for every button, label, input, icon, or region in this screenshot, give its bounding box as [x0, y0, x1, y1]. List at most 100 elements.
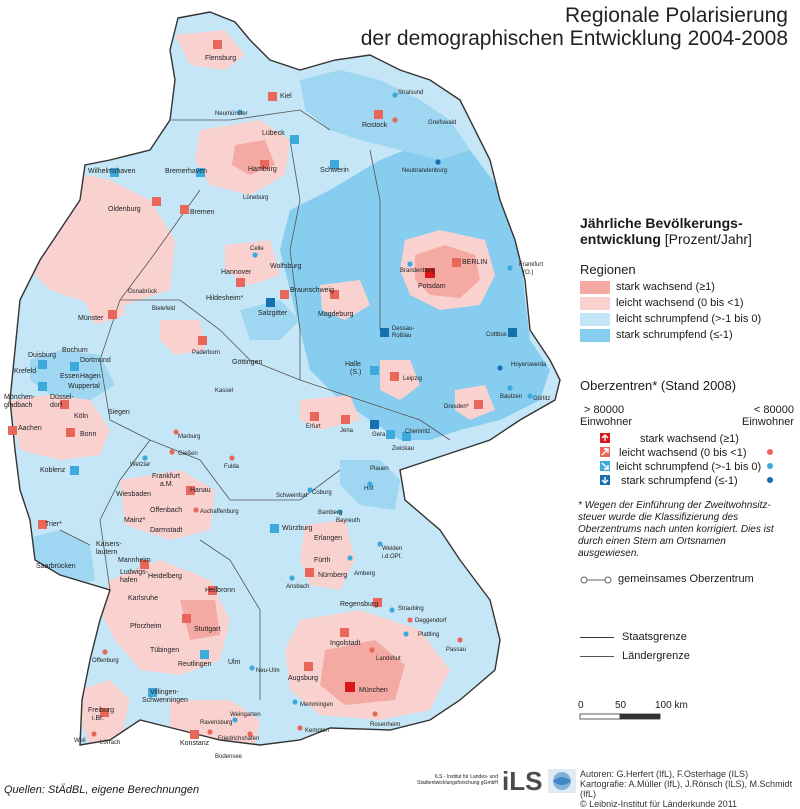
svg-text:Lörrach: Lörrach	[100, 740, 120, 746]
svg-text:Wiesbaden: Wiesbaden	[116, 491, 151, 498]
svg-text:Aachen: Aachen	[18, 425, 42, 432]
svg-text:Göttingen: Göttingen	[232, 359, 262, 366]
svg-text:Gera: Gera	[372, 432, 386, 438]
germany-map: Flensburg Kiel Neumünster Lübeck Rostock…	[4, 11, 561, 760]
svg-text:Weiden: Weiden	[382, 546, 402, 552]
svg-text:Coburg: Coburg	[312, 490, 332, 496]
legend-heading: Jährliche Bevölkerungs- entwicklung [Pro…	[580, 215, 752, 247]
land-border-swatch	[580, 655, 614, 657]
swatch	[580, 297, 610, 310]
regions-title: Regionen	[580, 262, 636, 277]
shared-center-icon	[580, 576, 612, 584]
svg-text:Lüneburg: Lüneburg	[243, 195, 268, 201]
svg-text:Potsdam: Potsdam	[418, 283, 446, 290]
svg-text:Amberg: Amberg	[354, 571, 375, 577]
svg-text:BERLIN: BERLIN	[462, 259, 487, 266]
svg-text:Stralsund: Stralsund	[398, 90, 423, 96]
svg-text:Jena: Jena	[340, 428, 354, 434]
region-leicht-wachsend-hannover	[225, 240, 280, 285]
svg-text:Krefeld: Krefeld	[14, 368, 36, 375]
svg-text:Hof: Hof	[364, 486, 374, 492]
legend-land-border: Ländergrenze	[580, 650, 690, 662]
swatch	[580, 281, 610, 294]
svg-text:Aschaffenburg: Aschaffenburg	[200, 509, 239, 515]
svg-text:Dortmund: Dortmund	[80, 357, 111, 364]
region-leicht-wachsend-paderborn	[160, 320, 205, 355]
svg-text:Wilhelmshaven: Wilhelmshaven	[88, 168, 136, 175]
center-row-leicht-wachsend: leicht wachsend (0 bis <1)	[619, 447, 747, 459]
region-stark-wachsend-muenchen	[320, 640, 405, 705]
svg-text:Bautzen: Bautzen	[500, 394, 522, 400]
svg-text:Friedrichshafen: Friedrichshafen	[218, 736, 259, 742]
svg-text:Trier*: Trier*	[45, 521, 62, 528]
svg-text:Bochum: Bochum	[62, 347, 88, 354]
svg-text:Celle: Celle	[250, 246, 264, 252]
svg-text:Stuttgart: Stuttgart	[194, 626, 221, 633]
svg-text:Rostock: Rostock	[362, 122, 388, 129]
col-large-header: > 80000 Einwohner	[580, 404, 632, 428]
svg-text:Ludwigs-: Ludwigs-	[120, 569, 149, 576]
sources: Quellen: StÄdBL, eigene Berechnungen	[4, 784, 200, 796]
svg-text:Schwenningen: Schwenningen	[142, 697, 188, 704]
svg-text:Siegen: Siegen	[108, 409, 130, 416]
map-title: Regionale Polarisierung der demographisc…	[361, 4, 788, 50]
svg-text:Rosenheim: Rosenheim	[370, 722, 400, 728]
svg-text:Greifswald: Greifswald	[428, 120, 456, 126]
city-symbols	[8, 40, 533, 739]
credits: Autoren: G.Herfert (IfL), F.Osterhage (I…	[580, 769, 793, 809]
svg-text:Brandenburg: Brandenburg	[400, 268, 435, 274]
svg-text:Hamburg: Hamburg	[248, 166, 277, 173]
svg-text:Frankfurt: Frankfurt	[519, 262, 543, 268]
svg-text:Deggendorf: Deggendorf	[415, 618, 447, 624]
svg-text:Landshut: Landshut	[376, 656, 401, 662]
centers-title: Oberzentren* (Stand 2008)	[580, 378, 737, 393]
col-small-header: < 80000 Einwohner	[742, 404, 794, 428]
svg-text:Frankfurt: Frankfurt	[152, 473, 180, 480]
scale-bar	[579, 713, 661, 720]
swatch	[580, 313, 610, 326]
svg-text:hafen: hafen	[120, 577, 138, 584]
svg-text:Magdeburg: Magdeburg	[318, 311, 354, 318]
svg-text:Schwerin: Schwerin	[320, 167, 349, 174]
svg-text:Lübeck: Lübeck	[262, 130, 285, 137]
svg-text:Erfurt: Erfurt	[306, 424, 321, 430]
svg-text:Hagen: Hagen	[80, 373, 101, 380]
region-leicht-wachsend-bw	[100, 560, 230, 675]
region-stark-schrumpfend-ruhr	[30, 350, 115, 400]
svg-text:Passau: Passau	[446, 647, 466, 653]
svg-text:Bayreuth: Bayreuth	[336, 518, 360, 524]
svg-text:Bamberg: Bamberg	[318, 510, 342, 516]
land-borders	[59, 109, 451, 700]
svg-text:Wolfsburg: Wolfsburg	[270, 263, 301, 270]
svg-text:Mainz*: Mainz*	[124, 517, 146, 524]
svg-text:Erlangen: Erlangen	[314, 535, 342, 542]
svg-text:Kiel: Kiel	[280, 93, 292, 100]
svg-text:Plauen: Plauen	[370, 466, 389, 472]
svg-text:Münster: Münster	[78, 315, 104, 322]
svg-text:Kempten: Kempten	[305, 728, 329, 734]
region-stark-wachsend-stuttgart	[180, 600, 220, 640]
svg-text:Plattling: Plattling	[418, 632, 439, 638]
svg-text:Augsburg: Augsburg	[288, 675, 318, 682]
dot-stark-schrumpfend-icon	[767, 477, 773, 483]
svg-text:Görlitz: Görlitz	[533, 396, 550, 402]
svg-text:Hanau: Hanau	[190, 487, 211, 494]
city-labels: Flensburg Kiel Neumünster Lübeck Rostock…	[4, 55, 550, 760]
footnote: * Wegen der Einführung der Zweitwohnsitz…	[578, 500, 774, 559]
region-leicht-wachsend-leipzig	[380, 360, 420, 400]
svg-text:dorf: dorf	[50, 402, 62, 409]
ifl-logo-icon	[548, 769, 576, 793]
svg-text:Weil: Weil	[74, 738, 86, 744]
svg-text:Marburg: Marburg	[178, 434, 200, 440]
svg-text:Fürth: Fürth	[314, 557, 330, 564]
svg-text:Hannover: Hannover	[221, 269, 252, 276]
svg-text:Koblenz: Koblenz	[40, 467, 66, 474]
shared-center-label: gemeinsames Oberzentrum	[618, 573, 754, 585]
svg-text:Osnabrück: Osnabrück	[128, 289, 158, 295]
svg-text:Heilbronn: Heilbronn	[205, 587, 235, 594]
svg-text:i.Br.: i.Br.	[92, 715, 104, 722]
svg-text:Bremerhaven: Bremerhaven	[165, 168, 207, 175]
svg-text:Duisburg: Duisburg	[28, 352, 56, 359]
svg-text:Ingolstadt: Ingolstadt	[330, 640, 360, 647]
state-border	[9, 11, 561, 746]
